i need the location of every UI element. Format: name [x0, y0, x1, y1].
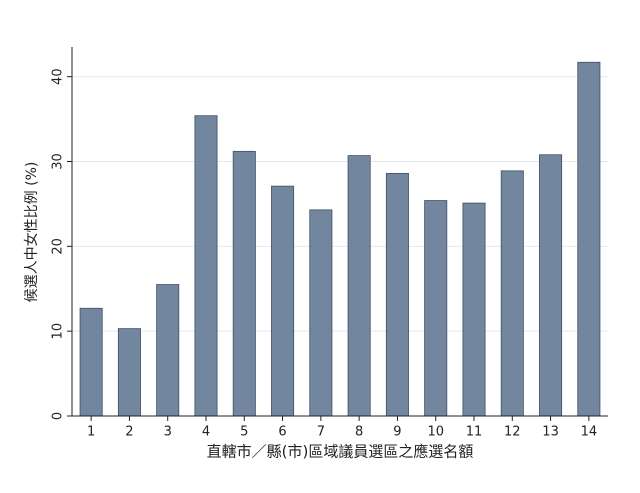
x-tick-label: 11	[466, 425, 483, 440]
bar	[462, 202, 486, 417]
x-tick-label: 3	[164, 425, 172, 440]
y-tick-label: 10	[51, 323, 66, 340]
x-tick-label: 4	[202, 425, 210, 440]
y-tick-label: 30	[51, 153, 66, 170]
bar	[194, 115, 218, 417]
bar	[577, 61, 601, 417]
x-tick-label: 5	[240, 425, 248, 440]
x-tick-label: 13	[542, 425, 559, 440]
x-axis-label: 直轄市／縣(市)區域議員選區之應選名額	[207, 443, 474, 461]
y-tick-label: 40	[51, 68, 66, 85]
x-tick-label: 12	[504, 425, 521, 440]
bar	[309, 209, 333, 417]
bar	[156, 284, 180, 417]
x-tick-label: 6	[278, 425, 286, 440]
x-tick-label: 2	[125, 425, 133, 440]
x-tick-label: 9	[393, 425, 401, 440]
y-tick-label: 20	[51, 238, 66, 255]
x-tick-label: 14	[581, 425, 598, 440]
x-tick-label: 7	[317, 425, 325, 440]
x-tick-label: 1	[87, 425, 95, 440]
y-axis-label: 候選人中女性比例 (%)	[23, 162, 40, 303]
y-tick-label: 0	[51, 412, 66, 420]
x-tick-label: 8	[355, 425, 363, 440]
bar	[232, 150, 256, 417]
bar	[500, 170, 524, 417]
bar	[117, 328, 141, 417]
bar	[347, 155, 371, 417]
bar	[385, 172, 409, 417]
bar	[271, 185, 295, 417]
x-tick-label: 10	[427, 425, 444, 440]
bar	[79, 307, 103, 417]
bar	[424, 200, 448, 417]
bar	[539, 154, 563, 417]
